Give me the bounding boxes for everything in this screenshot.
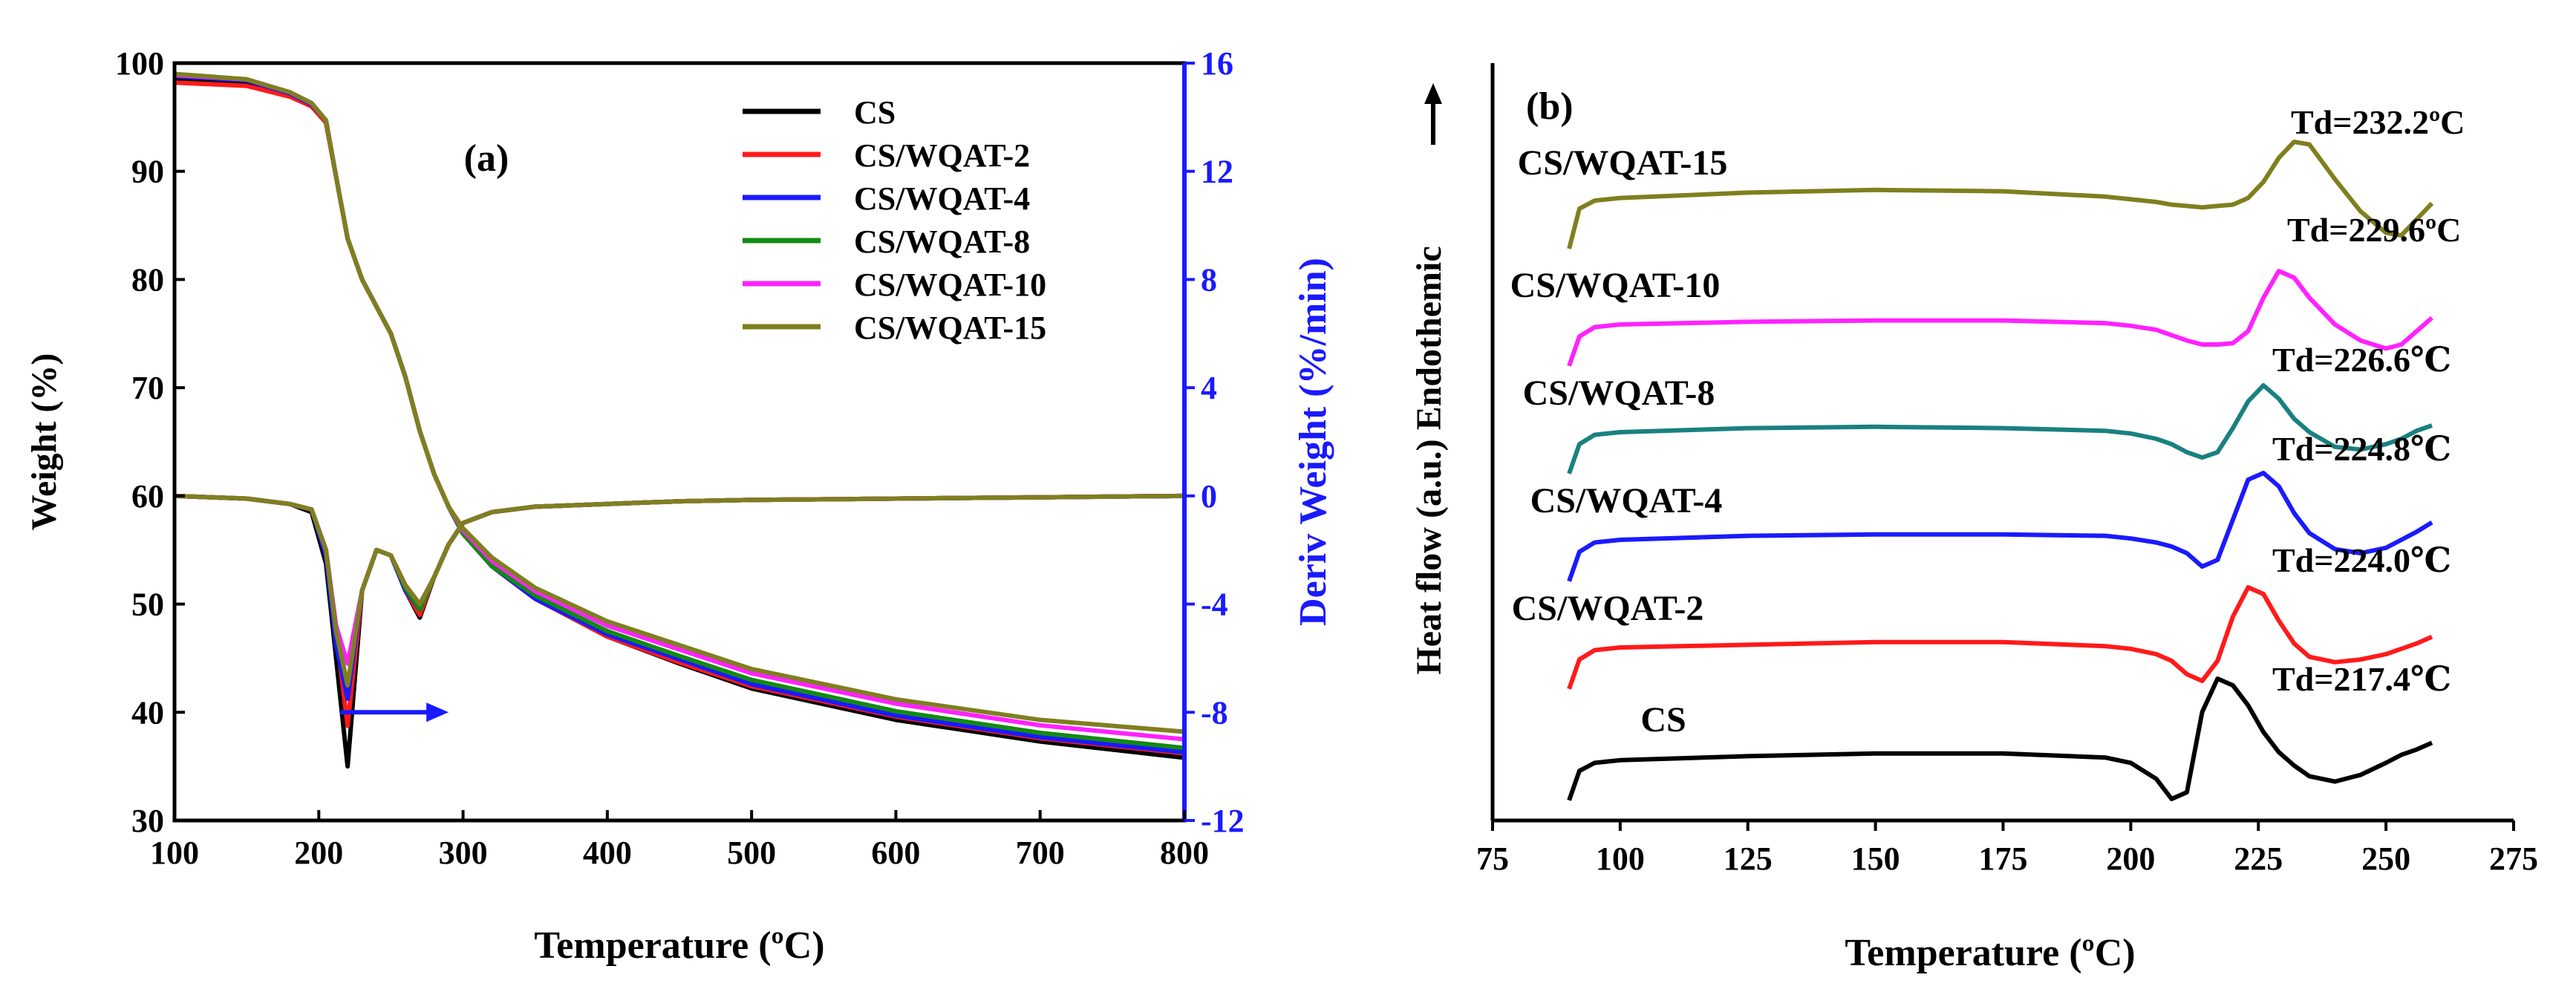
dsc-series-5 [1567, 140, 2434, 249]
panel-a-y-axis-label: Weight (%) [25, 353, 64, 531]
b-x-tick-label: 150 [1851, 841, 1900, 877]
b-x-tick-label: 100 [1596, 841, 1645, 877]
weight-series-4 [174, 73, 1185, 742]
panel-a-plot-frame [172, 61, 1187, 823]
dsc-curve-label: CS/WQAT-8 [1523, 373, 1715, 413]
dsc-curve-label: CS/WQAT-2 [1512, 589, 1704, 628]
legend-label: CS/WQAT-4 [854, 180, 1030, 217]
td-label: Td=232.2ºC [2291, 103, 2465, 141]
b-x-tick-label: 225 [2234, 841, 2283, 877]
a-y2-tick-label: 12 [1201, 154, 1233, 190]
a-y-tick-label: 80 [131, 261, 164, 298]
b-x-tick-label: 200 [2106, 841, 2155, 877]
a-y2-tick-label: 16 [1201, 45, 1233, 82]
b-x-tick-label: 175 [1979, 841, 2028, 877]
arrow-head [426, 702, 449, 722]
dsc-series-2 [1567, 471, 2433, 582]
legend-label: CS/WQAT-8 [854, 223, 1030, 260]
b-x-tick-label: 75 [1476, 841, 1509, 877]
a-y2-tick-label: 8 [1201, 261, 1217, 298]
panel-a-legend: CS CS/WQAT-2 CS/WQAT-4 CS/WQAT-8 CS/WQAT-10 C… [743, 94, 1046, 346]
panel-a-y2-axis-label: Deriv Weight (%/min) [1292, 258, 1334, 626]
td-label: Td=226.6℃ [2272, 341, 2451, 379]
a-y2-tick-label: -8 [1201, 694, 1228, 731]
weight-series-5 [174, 71, 1185, 734]
deriv-series-2 [174, 493, 1185, 702]
a-x-tick-label: 700 [1016, 835, 1065, 871]
panel-b-curve-labels: CS CS/WQAT-2 CS/WQAT-4 CS/WQAT-8 CS/WQAT-10 C… [1510, 143, 1728, 740]
a-y-tick-label: 70 [131, 370, 164, 406]
a-x-tick-label: 600 [871, 835, 920, 871]
panel-a-axis-arrow [340, 702, 449, 722]
panel-b-label: (b) [1526, 85, 1574, 128]
a-y2-tick-label: -12 [1201, 803, 1245, 839]
a-y2-tick-label: 0 [1201, 478, 1217, 515]
weight-series-1 [174, 80, 1185, 756]
dsc-series-3 [1567, 383, 2433, 474]
a-y2-tick-label: 4 [1201, 370, 1217, 406]
panel-b-x-ticks: 75 100 125 150 175 200 225 250 275 [1476, 820, 2538, 877]
panel-a: 100 200 300 400 500 600 700 800 304050607080901… [25, 45, 1334, 967]
a-y2-tick-label: -4 [1201, 587, 1228, 623]
a-x-tick-label: 200 [294, 835, 343, 871]
panel-a-label: (a) [464, 137, 509, 180]
panel-b-x-axis-label: Temperature (ºC) [1845, 932, 2135, 974]
panel-a-x-ticks: 100 200 300 400 500 600 700 800 [150, 810, 1209, 871]
dsc-curve-label: CS/WQAT-15 [1518, 143, 1728, 183]
panel-b-td-labels: Td=217.4℃ Td=224.0℃ Td=224.8℃ Td=226.6℃ Td=2… [2272, 103, 2465, 698]
td-label: Td=229.6ºC [2287, 211, 2461, 249]
b-x-tick-label: 250 [2361, 841, 2410, 877]
dsc-series-4 [1567, 269, 2433, 367]
legend-label: CS [854, 94, 896, 131]
a-y-tick-label: 40 [131, 694, 164, 731]
td-label: Td=224.8℃ [2272, 430, 2451, 468]
dsc-curve-label: CS/WQAT-4 [1530, 481, 1723, 521]
panel-b-series-layer [1567, 140, 2434, 801]
td-label: Td=217.4℃ [2272, 660, 2451, 698]
dsc-curve-label: CS/WQAT-10 [1510, 266, 1721, 305]
a-x-tick-label: 100 [150, 835, 199, 871]
dsc-series-0 [1567, 676, 2433, 801]
panel-a-y-ticks: 30 40 50 60 70 80 90 100 [115, 45, 185, 839]
dsc-series-1 [1567, 585, 2433, 690]
deriv-series-1 [174, 493, 1185, 728]
panel-b-y-axis-arrow [1424, 83, 1442, 145]
panel-a-series-layer [174, 71, 1185, 769]
panel-a-y2-ticks: -12 -8 -4 0 4 8 12 16 [1184, 45, 1245, 839]
panel-b-y-axis-label: Heat flow (a.u.) Endothemic [1409, 246, 1449, 674]
a-y-tick-label: 30 [131, 803, 164, 839]
legend-label: CS/WQAT-15 [854, 310, 1046, 346]
a-x-tick-label: 500 [727, 835, 776, 871]
legend-label: CS/WQAT-2 [854, 137, 1030, 174]
legend-label: CS/WQAT-10 [854, 267, 1046, 303]
panel-b: 75 100 125 150 175 200 225 250 275 Td=217.4℃Td=2… [1409, 63, 2538, 974]
a-x-tick-label: 800 [1160, 835, 1209, 871]
deriv-series-5 [174, 493, 1185, 688]
td-label: Td=224.0℃ [2272, 541, 2451, 579]
a-y-tick-label: 100 [115, 45, 164, 82]
b-x-tick-label: 275 [2489, 841, 2538, 877]
a-y-tick-label: 50 [131, 587, 164, 623]
panel-a-x-axis-label: Temperature (ºC) [534, 924, 824, 967]
a-x-tick-label: 400 [583, 835, 632, 871]
dsc-curve-label: CS [1640, 700, 1686, 740]
a-x-tick-label: 300 [439, 835, 488, 871]
a-y-tick-label: 60 [131, 478, 164, 515]
b-x-tick-label: 125 [1724, 841, 1773, 877]
a-y-tick-label: 90 [131, 154, 164, 190]
